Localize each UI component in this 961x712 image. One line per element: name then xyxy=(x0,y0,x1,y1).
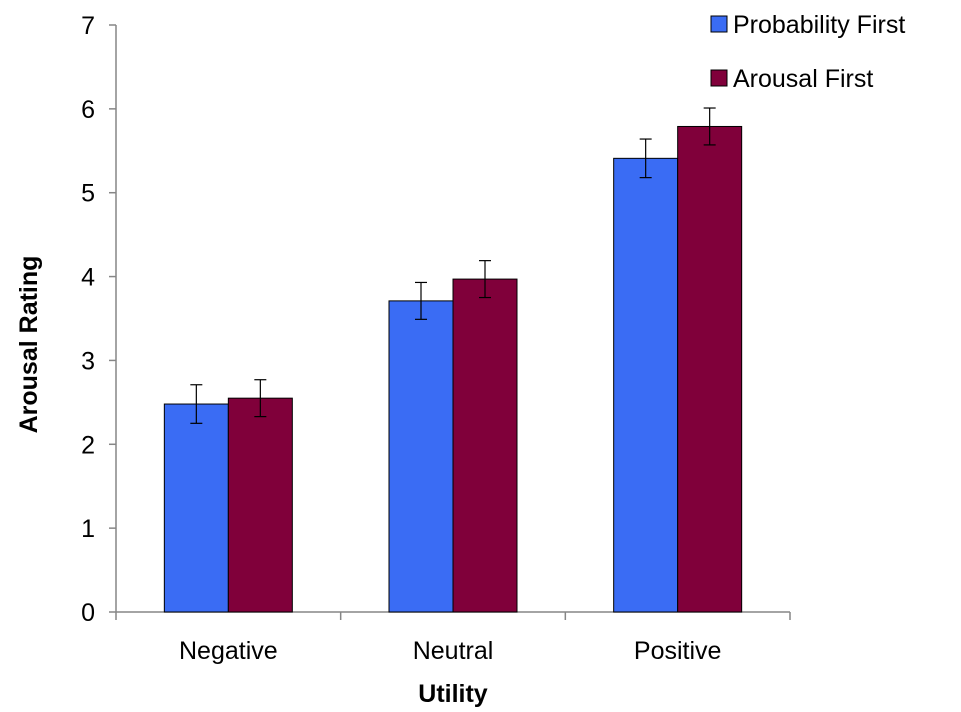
y-tick-label: 6 xyxy=(81,96,95,124)
bar-probability-first xyxy=(388,300,454,613)
bar-arousal-first xyxy=(227,397,293,613)
bar-probability-first xyxy=(163,403,229,613)
x-category-label: Positive xyxy=(634,637,722,665)
y-tick-label: 3 xyxy=(81,347,95,375)
y-tick-label: 7 xyxy=(81,12,95,40)
bar-arousal-first xyxy=(452,278,518,613)
legend: Probability First Arousal First xyxy=(710,11,905,93)
error-bars-group xyxy=(190,107,716,424)
bar-probability-first xyxy=(613,157,679,613)
bar-series-group xyxy=(163,125,743,613)
x-category-label: Negative xyxy=(179,637,278,665)
x-category-label: Neutral xyxy=(413,637,494,665)
bar-arousal-first xyxy=(677,125,743,613)
legend-swatch-probability-first xyxy=(710,15,728,33)
legend-label-probability-first: Probability First xyxy=(733,11,905,39)
legend-swatch-arousal-first xyxy=(710,69,728,87)
y-axis-title: Arousal Rating xyxy=(15,256,43,434)
y-tick-label: 2 xyxy=(81,431,95,459)
y-axis-ticks: 0 1 2 3 4 5 6 7 xyxy=(81,12,116,627)
y-tick-label: 1 xyxy=(81,515,95,543)
legend-label-arousal-first: Arousal First xyxy=(733,65,873,93)
x-axis-ticks: Negative Neutral Positive xyxy=(115,612,791,665)
y-tick-label: 0 xyxy=(81,599,95,627)
y-tick-label: 5 xyxy=(81,180,95,208)
y-tick-label: 4 xyxy=(81,264,95,292)
x-axis-title: Utility xyxy=(418,680,488,708)
